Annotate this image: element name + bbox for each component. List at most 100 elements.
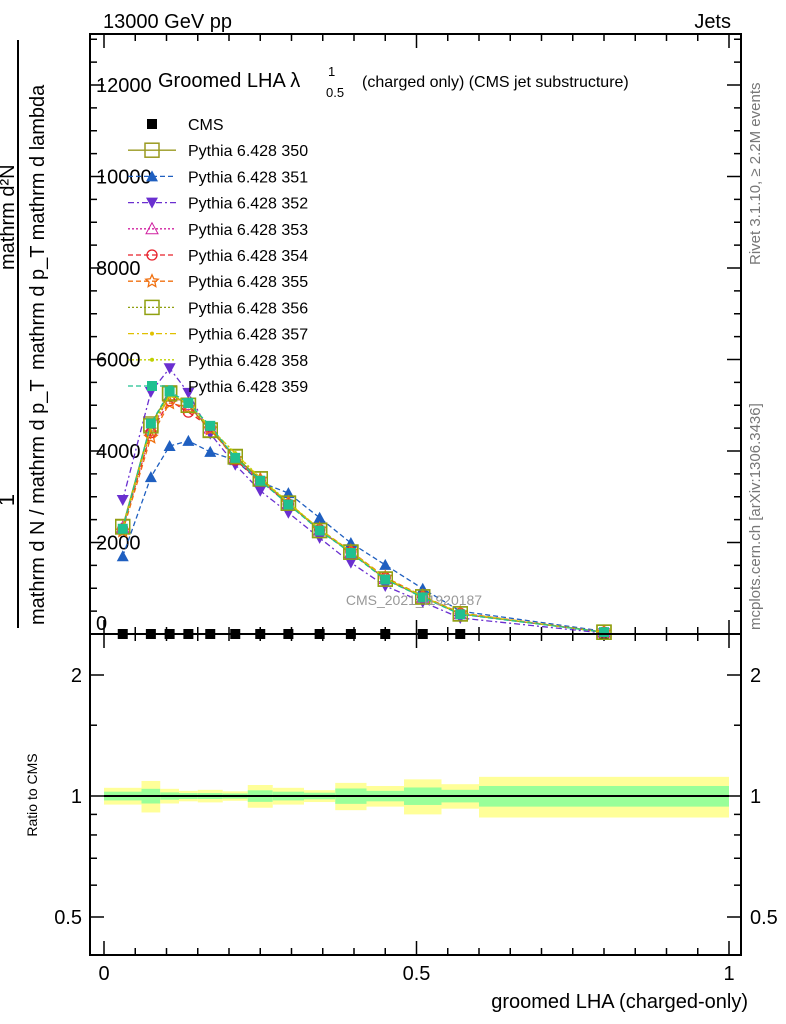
marker-square [314,525,325,536]
marker-square [145,418,156,429]
y-tick-label: 2000 [96,533,141,555]
legend-label: Pythia 6.428 354 [188,248,308,265]
marker-open-circle [146,249,158,261]
ratio-y-tick-label: 1 [71,786,82,808]
marker-open-square [115,519,131,535]
marker-square [147,381,157,391]
legend-label: Pythia 6.428 351 [188,169,308,186]
marker-square [230,452,241,463]
marker-triangle-down [116,494,129,506]
marker-triangle-down [313,532,326,544]
marker-triangle [313,511,326,523]
y-axis-title: 1 mathrm d N / mathrm d p_T mathrm d²N m… [0,40,49,628]
title-main: Groomed LHA λ [158,70,300,92]
marker-dot [150,357,154,362]
marker-triangle-down [182,387,195,399]
marker-square [380,574,391,585]
marker-open-triangle [144,423,158,436]
marker-square [417,592,428,603]
marker-triangle [163,439,176,451]
ylabel-num2: mathrm d²N [0,164,19,270]
mcplots-label: mcplots.cern.ch [arXiv:1306.3436] [747,403,764,630]
marker-square [205,420,216,431]
x-tick-label: 1 [723,963,734,985]
marker-dot [150,331,154,336]
marker-square [283,499,294,510]
y-tick-label: 8000 [96,258,141,280]
marker-open-star [143,429,159,444]
marker-open-square [252,471,268,487]
series-line [122,440,605,632]
title-sub: 0.5 [326,85,344,100]
header-right: Jets [694,11,731,33]
legend: CMS Pythia 6.428 350 Pythia 6.428 351 Pythi… [128,117,308,396]
y-tick-label: 10000 [96,167,152,189]
ratio-y-tick-label-right: 0.5 [750,907,778,929]
x-tick-label: 0.5 [403,963,431,985]
marker-open-square [144,299,160,316]
marker-open-triangle [145,221,159,235]
marker-open-square [596,624,612,640]
legend-label: Pythia 6.428 353 [188,222,308,239]
marker-open-square [227,448,243,465]
marker-triangle [116,550,129,562]
title-suffix: (charged only) (CMS jet substructure) [362,74,629,91]
legend-label: Pythia 6.428 356 [188,300,308,317]
marker-triangle [379,558,392,570]
marker-triangle [144,471,157,483]
plot-title: Groomed LHA λ 1 0.5 (charged only) (CMS … [158,64,629,100]
ylabel-den1: mathrm d N / mathrm d p_T [27,379,49,625]
legend-label: Pythia 6.428 352 [188,196,308,213]
marker-open-star [144,273,160,288]
ratio-panel: 0 0.5 1 0.5 0.5 1 1 2 2 [54,633,778,985]
ratio-ylabel: Ratio to CMS [24,753,40,836]
legend-label: Pythia 6.428 357 [188,327,308,344]
marker-square [345,548,356,559]
y-tick-label: 0 [96,613,107,635]
y-tick-label: 4000 [96,441,141,463]
legend-label: Pythia 6.428 355 [188,274,308,291]
legend-label: Pythia 6.428 350 [188,143,308,160]
x-tick-label: 0 [98,963,109,985]
y-tick-label: 12000 [96,75,152,97]
marker-triangle [204,445,217,457]
marker-open-square [144,142,160,158]
marker-triangle-down [146,197,158,209]
marker-square [117,523,128,534]
header-left: 13000 GeV pp [103,11,232,33]
legend-label: Pythia 6.428 358 [188,353,308,370]
ylabel-num1: 1 [0,494,19,506]
ratio-y-tick-label: 0.5 [54,907,82,929]
marker-open-square [343,544,359,560]
marker-open-square [377,571,393,587]
marker-triangle [282,487,295,499]
title-sup: 1 [328,64,335,79]
ratio-y-tick-label: 2 [71,665,82,687]
marker-triangle-down [254,485,267,497]
rivet-label: Rivet 3.1.10, ≥ 2.2M events [747,83,764,266]
ratio-y-tick-label-right: 2 [750,665,761,687]
marker-square [147,119,157,129]
marker-triangle [182,434,195,446]
ylabel-den2: mathrm d p_T mathrm d lambda [27,84,49,370]
ratio-frame [89,633,742,956]
y-tick-label: 6000 [96,350,141,372]
marker-triangle [146,170,158,182]
marker-square [455,609,466,620]
marker-triangle-down [163,363,176,375]
main-panel: 0 2000 4000 6000 8000 10000 12000 [89,33,742,955]
marker-square [255,475,266,486]
legend-label: Pythia 6.428 359 [188,379,308,396]
legend-label: CMS [188,117,224,134]
marker-triangle-down [344,557,357,569]
series-line [122,390,605,633]
watermark: CMS_2021_I1920187 [346,592,482,608]
x-axis-title: groomed LHA (charged-only) [491,991,748,1013]
series-pythia-6-428-359 [117,386,609,638]
marker-square [599,627,609,638]
ratio-y-tick-label-right: 1 [750,786,761,808]
marker-open-square [280,495,297,511]
marker-open-square [415,589,431,605]
marker-square [164,386,175,397]
